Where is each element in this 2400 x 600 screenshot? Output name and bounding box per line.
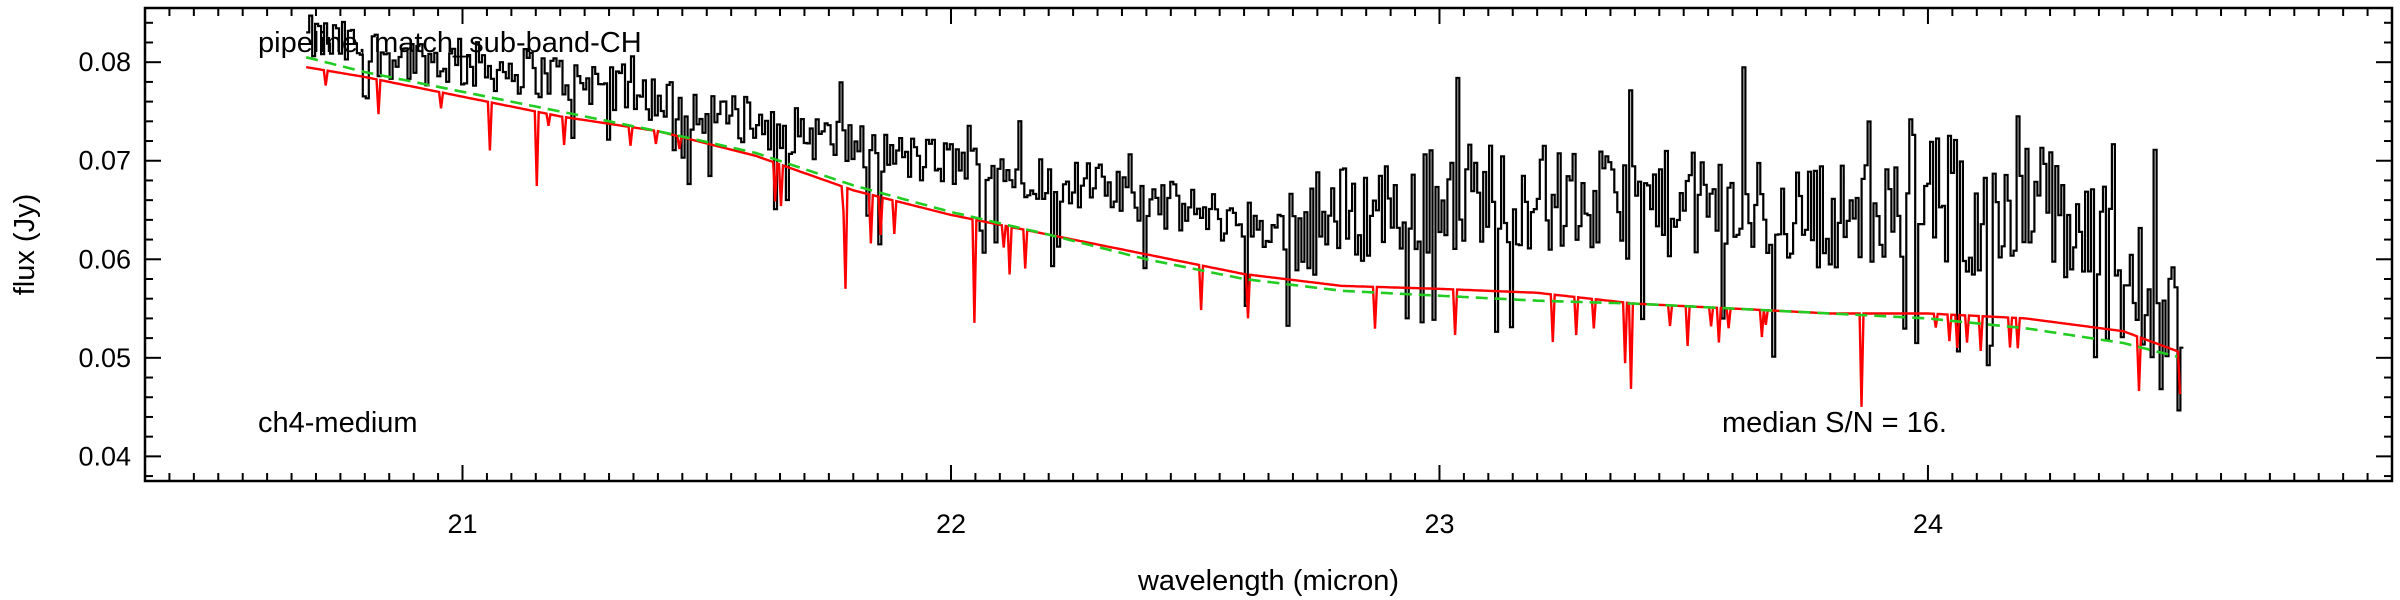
tick-marks (144, 8, 2393, 481)
data-layer (305, 14, 2184, 412)
series-model-spectrum (305, 65, 2182, 407)
y-tick-label: 0.07 (78, 146, 131, 176)
x-tick-label: 21 (447, 509, 477, 539)
y-tick-label: 0.08 (78, 47, 131, 77)
y-tick-label: 0.06 (78, 244, 131, 274)
x-tick-label: 22 (936, 509, 966, 539)
snr-annotation: median S/N = 16. (1722, 407, 1947, 439)
x-axis-label: wavelength (micron) (1137, 565, 1399, 597)
x-tick-label: 23 (1424, 509, 1454, 539)
series-continuum (305, 56, 2178, 358)
tick-labels: 21 22 23 24 0.04 0.05 0.06 0.07 0.08 (78, 47, 1943, 539)
x-tick-label: 24 (1913, 509, 1943, 539)
series-observed-spectrum (306, 14, 2184, 412)
band-annotation: ch4-medium (258, 407, 418, 439)
y-tick-label: 0.04 (78, 441, 131, 471)
y-tick-label: 0.05 (78, 343, 131, 373)
pipeline-annotation: pipeline, match_sub-band-CH (258, 27, 642, 59)
y-axis-label: flux (Jy) (9, 194, 41, 296)
